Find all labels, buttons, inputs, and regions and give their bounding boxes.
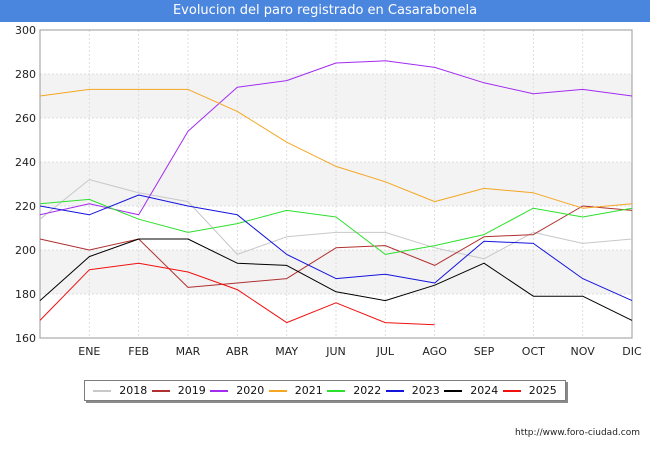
x-tick-label: MAR <box>176 345 201 358</box>
series-line-2025 <box>39 262 435 326</box>
legend-label: 2020 <box>236 384 265 397</box>
legend-label: 2022 <box>353 384 382 397</box>
legend-item-2022: 2022 <box>327 384 381 397</box>
x-tick-label: OCT <box>522 345 545 358</box>
legend-label: 2025 <box>528 384 557 397</box>
legend-label: 2024 <box>470 384 499 397</box>
y-tick-label: 200 <box>15 244 36 257</box>
x-tick-label: SEP <box>474 345 495 358</box>
legend-swatch <box>93 389 112 392</box>
legend-swatch <box>444 389 463 392</box>
plot-border <box>39 29 633 339</box>
y-tick-label: 300 <box>15 24 36 37</box>
legend-item-2019: 2019 <box>151 384 206 397</box>
legend-item-2024: 2024 <box>444 384 498 397</box>
legend-swatch <box>385 389 404 392</box>
legend-swatch <box>502 389 521 392</box>
legend-label: 2018 <box>119 384 148 397</box>
x-tick-label: NOV <box>571 345 596 358</box>
x-tick-label: MAY <box>275 345 298 358</box>
legend-item-2025: 2025 <box>502 384 557 397</box>
chart-legend: 2018 2019 2020 2021 2022 2023 2024 2025 <box>84 380 566 401</box>
x-tick-label: AGO <box>422 345 447 358</box>
y-tick-label: 280 <box>15 68 36 81</box>
series-line-2018 <box>39 179 633 260</box>
legend-item-2018: 2018 <box>93 384 147 397</box>
x-tick-label: JUL <box>376 345 395 358</box>
x-tick-label: ABR <box>226 345 249 358</box>
series-line-2021 <box>39 88 633 209</box>
legend-swatch <box>151 389 170 392</box>
series-line-2023 <box>39 194 633 302</box>
legend-label: 2021 <box>294 384 323 397</box>
legend-swatch <box>327 389 346 392</box>
y-tick-label: 260 <box>15 112 36 125</box>
legend-label: 2023 <box>411 384 440 397</box>
source-url[interactable]: http://www.foro-ciudad.com <box>515 428 640 438</box>
y-tick-label: 240 <box>15 156 36 169</box>
legend-swatch <box>268 389 287 392</box>
series-line-2020 <box>39 60 633 216</box>
chart-title: Evolucion del paro registrado en Casarab… <box>0 0 650 22</box>
legend-swatch <box>210 389 229 392</box>
series-line-2024 <box>39 238 633 321</box>
y-tick-label: 180 <box>15 288 36 301</box>
y-tick-label: 160 <box>15 332 36 345</box>
legend-item-2023: 2023 <box>385 384 440 397</box>
legend-item-2020: 2020 <box>210 384 264 397</box>
legend-item-2021: 2021 <box>268 384 323 397</box>
x-tick-label: JUN <box>325 345 346 358</box>
x-tick-label: DIC <box>622 345 642 358</box>
legend-label: 2019 <box>177 384 206 397</box>
series-line-2022 <box>39 198 633 255</box>
x-tick-label: ENE <box>78 345 100 358</box>
y-tick-label: 220 <box>15 200 36 213</box>
x-tick-label: FEB <box>128 345 149 358</box>
